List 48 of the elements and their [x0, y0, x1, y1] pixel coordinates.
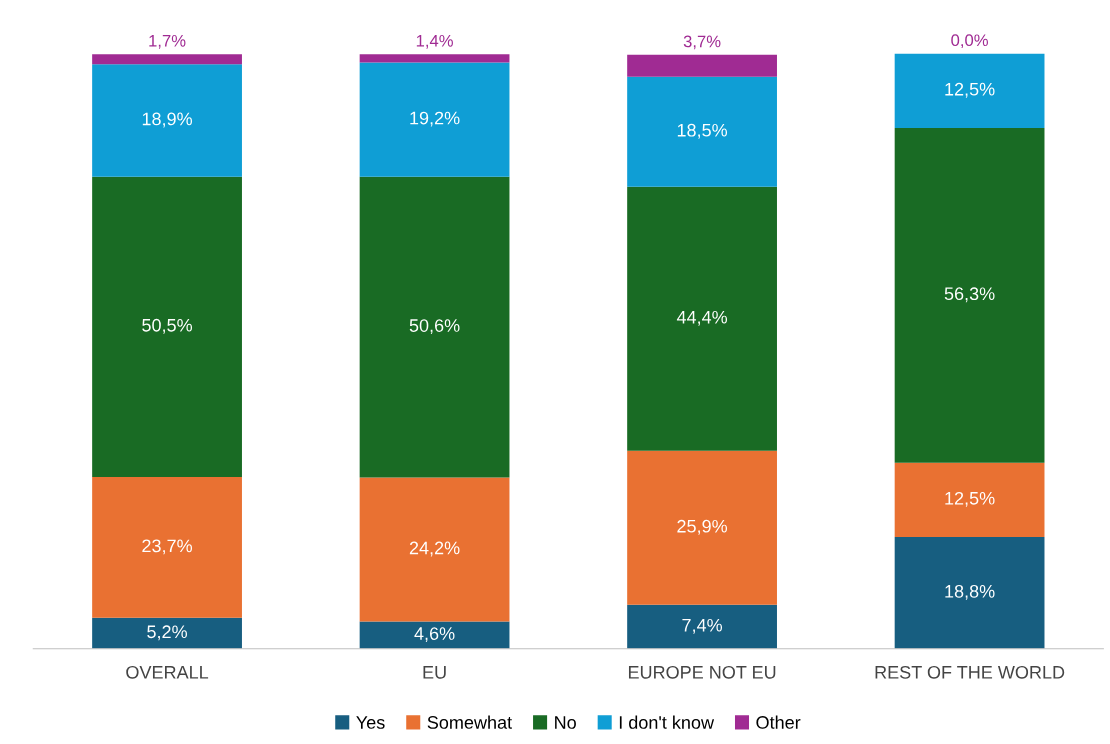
- data-label: 25,9%: [677, 519, 728, 535]
- x-tick-label: OVERALL: [126, 665, 209, 679]
- data-label: 50,5%: [142, 318, 193, 334]
- bar: [92, 64, 242, 177]
- data-label: 18,8%: [945, 584, 995, 600]
- data-label: 56,3%: [944, 287, 995, 303]
- x-tick-label: EU: [423, 666, 446, 679]
- data-label: 18,5%: [677, 123, 728, 139]
- bar: [92, 54, 242, 65]
- bar: [894, 462, 1045, 537]
- bar: [627, 604, 777, 649]
- data-label: 44,4%: [676, 310, 728, 326]
- data-label: 12,5%: [945, 82, 995, 98]
- legend-label: Other: [756, 715, 801, 729]
- bar: [359, 62, 510, 177]
- bar: [627, 450, 777, 605]
- bar: [894, 53, 1045, 128]
- data-label: 12,5%: [945, 491, 995, 507]
- x-tick-label: EUROPE NOT EU: [628, 665, 776, 679]
- legend-label: No: [555, 716, 576, 729]
- bar: [359, 477, 510, 622]
- data-label: 19,2%: [410, 111, 460, 127]
- legend-label: Somewhat: [427, 715, 512, 729]
- bar: [627, 54, 777, 77]
- data-label: 5,2%: [147, 625, 187, 641]
- bar: [359, 176, 510, 478]
- data-label: 1,4%: [416, 34, 453, 49]
- bar: [92, 617, 242, 649]
- x-tick-label: REST OF THE WORLD: [875, 665, 1065, 679]
- data-label: 0,0%: [951, 34, 988, 49]
- legend-label: Yes: [356, 716, 385, 729]
- data-label: 4,6%: [414, 627, 455, 643]
- bar: [92, 176, 242, 477]
- bar: [92, 476, 242, 618]
- data-label: 7,4%: [682, 618, 723, 634]
- data-label: 3,7%: [683, 35, 721, 50]
- data-label: 24,2%: [409, 541, 460, 557]
- bar: [627, 186, 777, 451]
- bar: [894, 127, 1045, 463]
- bar: [359, 621, 510, 649]
- bar: [627, 76, 777, 187]
- data-label: 18,9%: [142, 112, 193, 128]
- data-label: 23,7%: [142, 539, 193, 555]
- data-label: 50,6%: [409, 319, 460, 335]
- bar: [359, 54, 510, 63]
- legend-label: I don't know: [619, 715, 715, 729]
- data-label: 1,7%: [149, 34, 186, 49]
- bar: [894, 536, 1045, 649]
